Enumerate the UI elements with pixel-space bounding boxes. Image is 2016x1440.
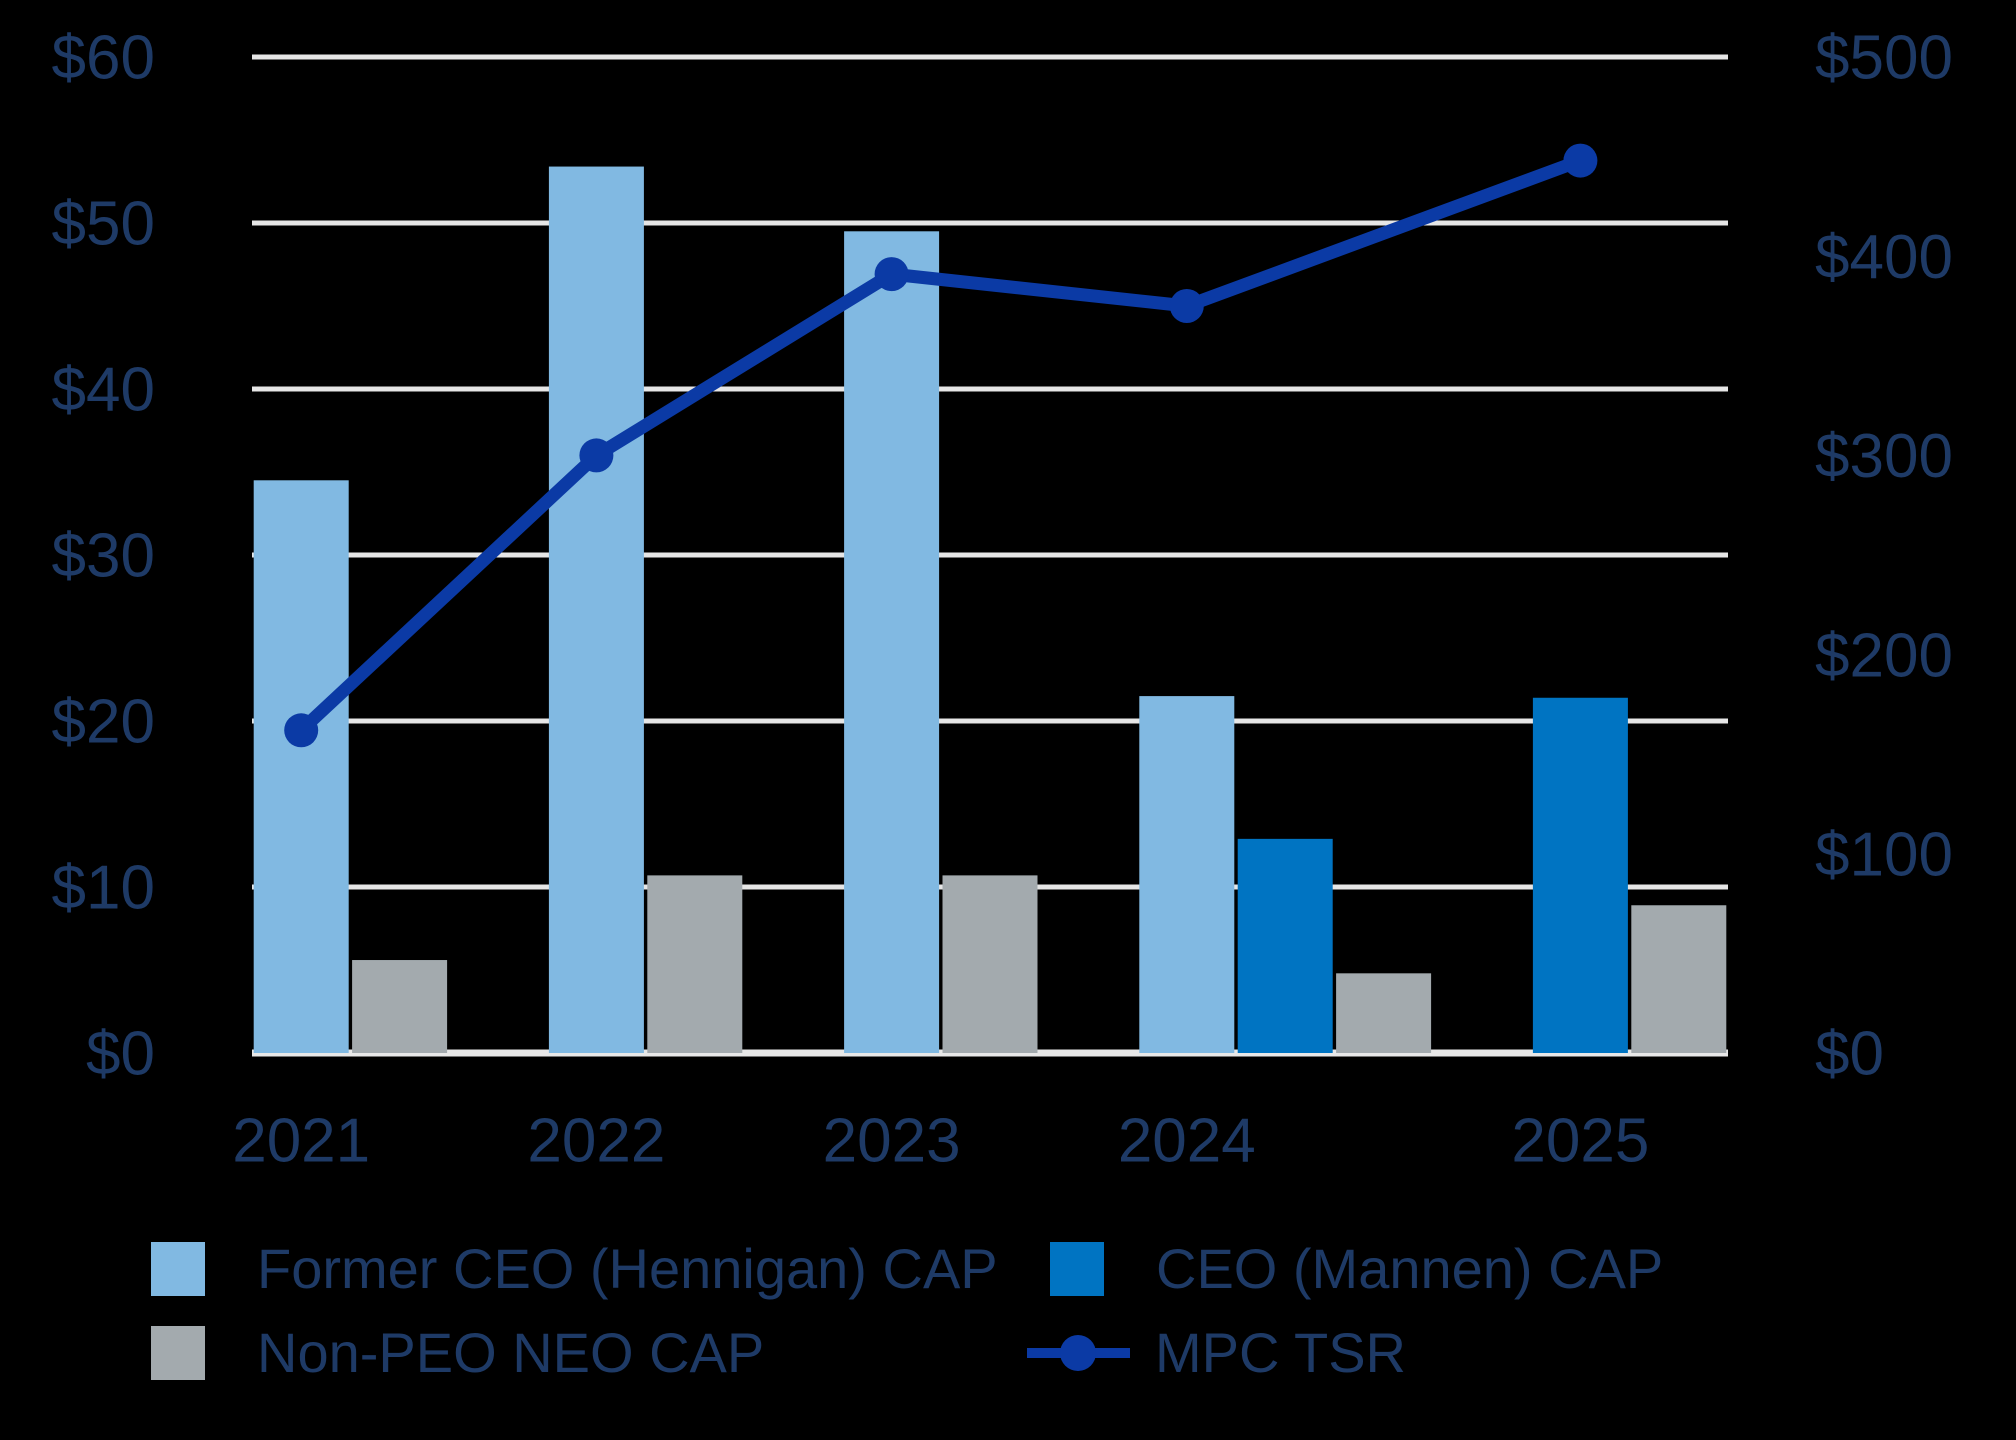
bar-former-ceo-cap-2024 [1139, 696, 1235, 1053]
legend-label-former-ceo-cap: Former CEO (Hennigan) CAP [257, 1237, 998, 1300]
line-marker-icon [1027, 1326, 1130, 1380]
bar-non-peo-neo-cap-2025 [1631, 905, 1727, 1053]
legend-swatch-non-peo-neo-cap [151, 1326, 205, 1380]
y-axis-left-tick-label-60: $60 [52, 24, 155, 93]
y-axis-left-tick-label-10: $10 [52, 854, 155, 923]
legend-item-ceo-mannen-cap: CEO (Mannen) CAP [1050, 1237, 1664, 1300]
y-axis-left-tick-label-40: $40 [52, 356, 155, 425]
y-axis-right-tick-label-400: $400 [1815, 223, 1953, 292]
legend-item-former-ceo-cap: Former CEO (Hennigan) CAP [151, 1237, 998, 1300]
legend-line-dot [1060, 1335, 1096, 1371]
y-axis-left-tick-label-0: $0 [86, 1020, 155, 1089]
y-axis-left-tick-label-20: $20 [52, 688, 155, 757]
y-axis-right-tick-label-200: $200 [1815, 621, 1953, 690]
bar-former-ceo-cap-2023 [844, 231, 940, 1054]
tsr-dot-2024 [1169, 289, 1204, 323]
bar-ceo-mannen-cap-2024 [1237, 838, 1333, 1053]
tsr-dot-2021 [284, 713, 319, 748]
tsr-dot-2023 [874, 257, 909, 292]
x-axis-label-2023: 2023 [823, 1107, 961, 1176]
y-axis-right-tick-label-100: $100 [1815, 821, 1953, 890]
legend-label-mpc-tsr: MPC TSR [1155, 1321, 1406, 1384]
bar-non-peo-neo-cap-2023 [942, 875, 1038, 1053]
y-axis-right-tick-label-0: $0 [1815, 1020, 1884, 1089]
bar-non-peo-neo-cap-2022 [647, 875, 743, 1053]
tsr-dot-2025 [1563, 143, 1598, 178]
legend-label-ceo-mannen-cap: CEO (Mannen) CAP [1156, 1237, 1664, 1300]
y-axis-left-tick-label-30: $30 [52, 522, 155, 591]
legend-swatch-former-ceo-cap [151, 1242, 205, 1296]
bar-non-peo-neo-cap-2024 [1336, 973, 1432, 1053]
x-axis-label-2024: 2024 [1118, 1107, 1256, 1176]
y-axis-right-tick-label-500: $500 [1815, 24, 1953, 93]
legend-swatch-ceo-mannen-cap [1050, 1242, 1104, 1296]
bar-former-ceo-cap-2022 [548, 166, 644, 1053]
bar-former-ceo-cap-2021 [253, 480, 349, 1053]
bar-non-peo-neo-cap-2021 [352, 960, 448, 1053]
tsr-dot-2022 [579, 438, 614, 473]
bar-ceo-mannen-cap-2025 [1532, 697, 1628, 1053]
y-axis-left-tick-label-50: $50 [52, 190, 155, 259]
x-axis-label-2021: 2021 [232, 1107, 370, 1176]
legend-item-mpc-tsr: MPC TSR [1027, 1321, 1406, 1384]
y-axis-right-tick-label-300: $300 [1815, 422, 1953, 491]
tsr-line [296, 154, 1583, 736]
x-axis-label-2022: 2022 [527, 1107, 665, 1176]
legend-item-non-peo-neo-cap: Non-PEO NEO CAP [151, 1321, 765, 1384]
x-axis-label-2025: 2025 [1511, 1107, 1649, 1176]
legend-label-non-peo-neo-cap: Non-PEO NEO CAP [257, 1321, 765, 1384]
